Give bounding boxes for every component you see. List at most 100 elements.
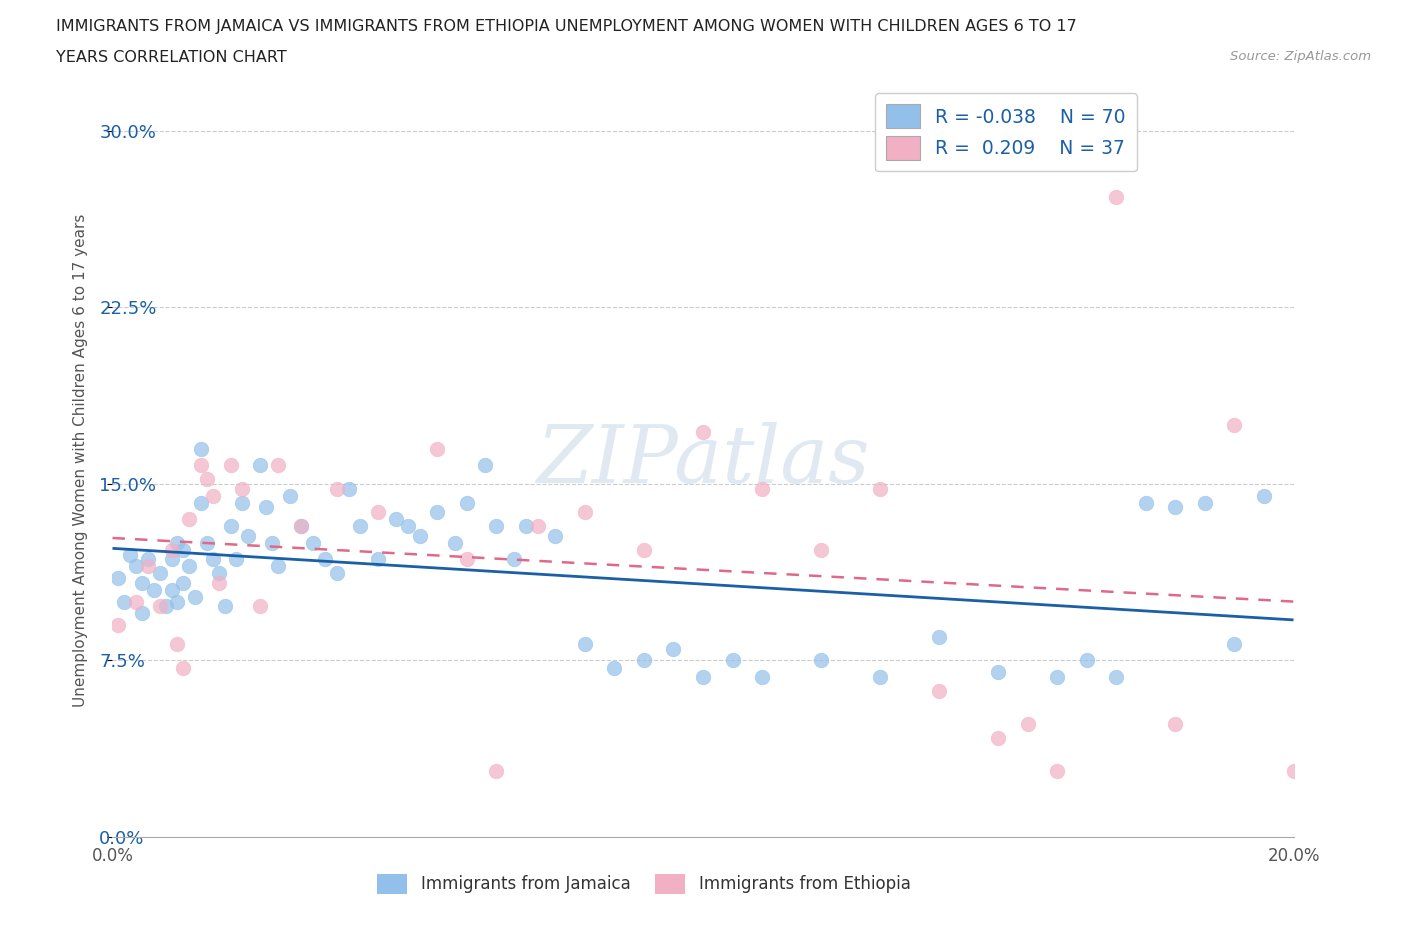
Point (278, 488, 301, 503)
Point (208, 565, 231, 580)
Point (160, 551, 183, 566)
Point (1076, 653, 1098, 668)
Point (426, 505, 449, 520)
Legend: Immigrants from Jamaica, Immigrants from Ethiopia: Immigrants from Jamaica, Immigrants from… (371, 868, 917, 900)
Point (1282, 764, 1305, 778)
Point (474, 458, 496, 472)
Point (326, 481, 349, 496)
Point (1194, 496, 1216, 511)
Point (179, 512, 201, 526)
Point (142, 582, 165, 597)
Point (1223, 636, 1246, 651)
Point (337, 481, 360, 496)
Point (503, 551, 526, 566)
Point (633, 653, 655, 668)
Point (574, 636, 596, 651)
Point (1223, 418, 1246, 432)
Point (112, 594, 135, 609)
Point (633, 542, 655, 557)
Point (385, 512, 408, 526)
Point (302, 536, 325, 551)
Point (201, 551, 224, 566)
Point (179, 559, 201, 574)
Point (396, 519, 419, 534)
Point (225, 551, 247, 566)
Point (160, 582, 183, 597)
Point (166, 636, 188, 651)
Point (260, 536, 283, 551)
Point (1253, 488, 1275, 503)
Point (149, 599, 172, 614)
Point (107, 571, 129, 586)
Point (172, 576, 194, 591)
Point (1164, 500, 1187, 515)
Point (526, 519, 548, 534)
Point (574, 505, 596, 520)
Point (1105, 670, 1128, 684)
Point (928, 684, 950, 698)
Point (131, 576, 153, 591)
Point (254, 500, 277, 515)
Point (314, 551, 336, 566)
Point (810, 653, 832, 668)
Point (456, 551, 478, 566)
Point (136, 559, 159, 574)
Point (184, 590, 207, 604)
Point (485, 764, 508, 778)
Point (208, 576, 231, 591)
Point (290, 519, 312, 534)
Point (662, 642, 685, 657)
Point (160, 542, 183, 557)
Point (219, 458, 242, 472)
Point (155, 599, 177, 614)
Point (692, 425, 714, 440)
Point (1046, 764, 1069, 778)
Point (107, 618, 129, 632)
Text: YEARS CORRELATION CHART: YEARS CORRELATION CHART (56, 50, 287, 65)
Point (326, 565, 349, 580)
Point (367, 505, 389, 520)
Point (125, 559, 148, 574)
Point (1164, 716, 1187, 731)
Point (190, 458, 212, 472)
Point (219, 519, 242, 534)
Point (1017, 716, 1039, 731)
Text: IMMIGRANTS FROM JAMAICA VS IMMIGRANTS FROM ETHIOPIA UNEMPLOYMENT AMONG WOMEN WIT: IMMIGRANTS FROM JAMAICA VS IMMIGRANTS FR… (56, 19, 1077, 33)
Point (751, 670, 773, 684)
Point (408, 528, 430, 543)
Point (1046, 670, 1069, 684)
Point (603, 660, 626, 675)
Point (267, 559, 290, 574)
Point (692, 670, 714, 684)
Point (190, 441, 212, 456)
Point (456, 496, 478, 511)
Point (166, 594, 188, 609)
Text: Source: ZipAtlas.com: Source: ZipAtlas.com (1230, 50, 1371, 63)
Point (214, 599, 236, 614)
Point (987, 731, 1010, 746)
Point (231, 481, 253, 496)
Point (751, 481, 773, 496)
Point (238, 528, 260, 543)
Point (721, 653, 744, 668)
Point (544, 528, 567, 543)
Point (869, 670, 891, 684)
Point (195, 536, 218, 551)
Text: ZIPatlas: ZIPatlas (536, 421, 870, 499)
Point (987, 665, 1010, 680)
Point (869, 481, 891, 496)
Point (201, 488, 224, 503)
Point (231, 496, 253, 511)
Point (131, 606, 153, 621)
Point (172, 660, 194, 675)
Point (426, 441, 449, 456)
Point (267, 458, 290, 472)
Point (190, 496, 212, 511)
Point (249, 599, 271, 614)
Point (485, 519, 508, 534)
Point (149, 565, 172, 580)
Point (367, 551, 389, 566)
Point (444, 536, 467, 551)
Point (125, 594, 148, 609)
Point (166, 536, 188, 551)
